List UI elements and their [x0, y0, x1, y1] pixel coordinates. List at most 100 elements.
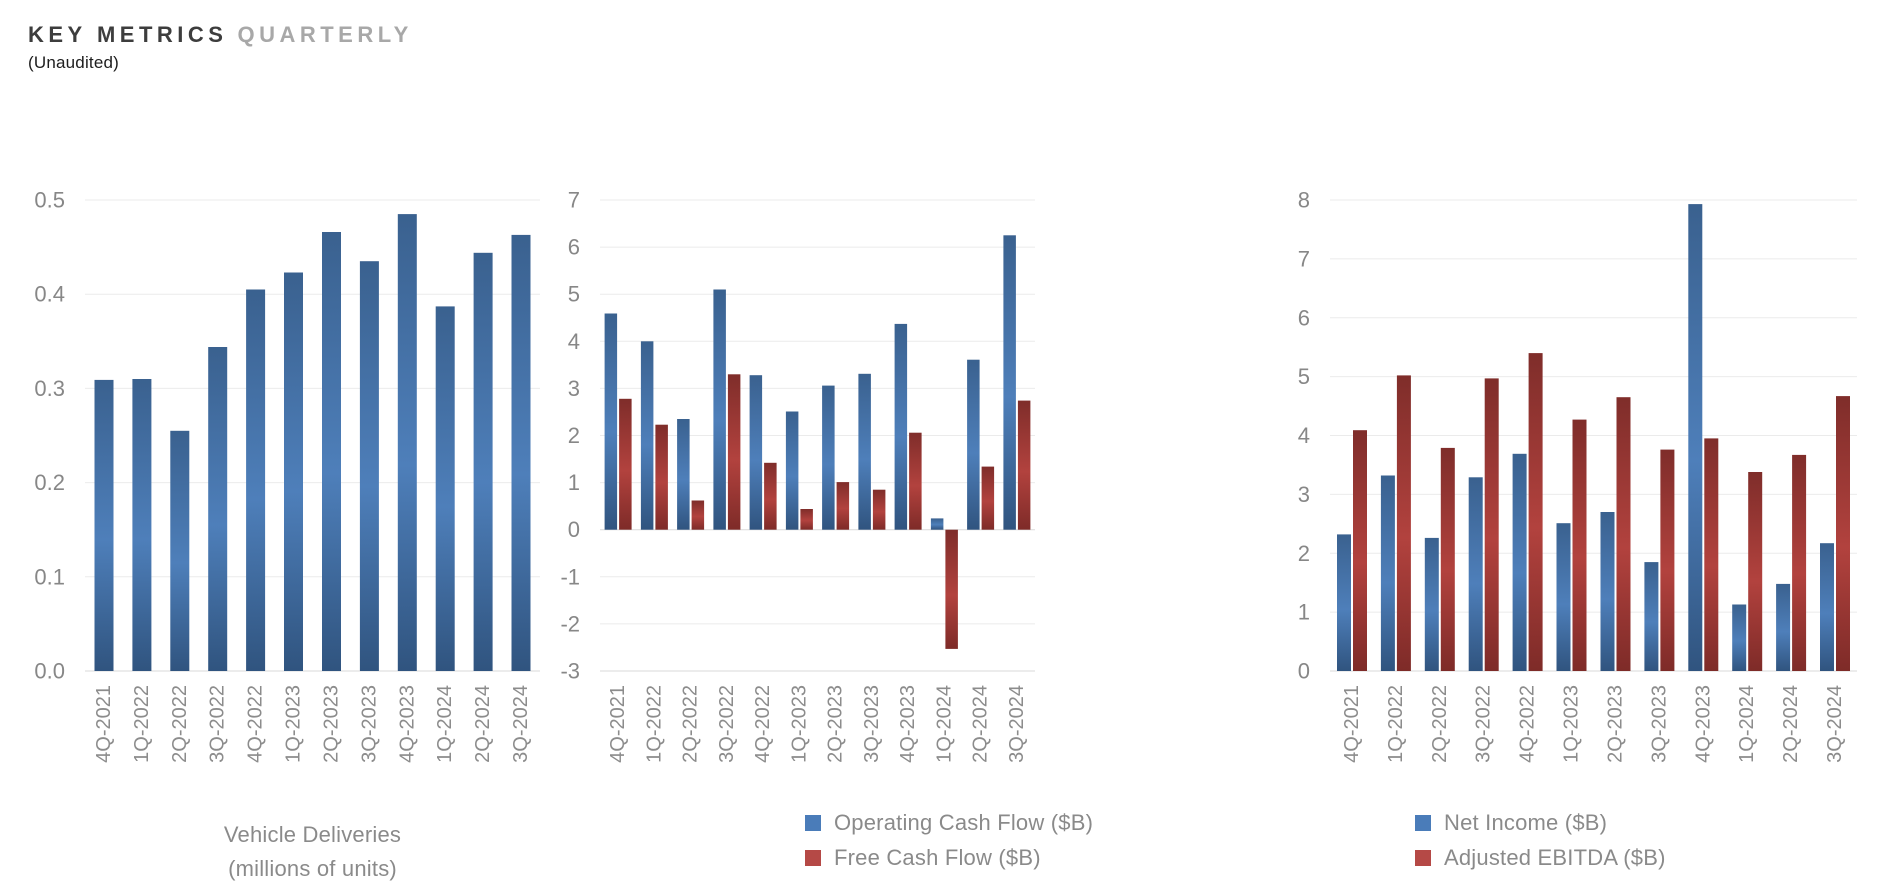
legend-label: Net Income ($B) [1444, 810, 1608, 835]
y-tick-label: -3 [560, 659, 580, 684]
x-tick-label: 4Q-2022 [752, 685, 774, 763]
bar [1748, 472, 1763, 671]
x-tick-label: 1Q-2022 [643, 685, 665, 763]
y-tick-label: 0.5 [34, 188, 65, 213]
bar [1528, 353, 1543, 671]
bar [1704, 438, 1719, 671]
y-tick-label: 0 [568, 517, 580, 542]
bar [836, 482, 850, 530]
x-tick-label: 1Q-2023 [788, 685, 810, 763]
y-tick-label: 7 [568, 188, 580, 213]
page-title: KEY METRICS QUARTERLY [28, 22, 413, 48]
bar [967, 359, 980, 530]
bar [1017, 400, 1031, 530]
income-chart-svg: 0 1 2 3 4 5 6 7 8 4Q-2021 1Q-2022 2Q-2022 3Q-2022 4Q-… [1298, 188, 1857, 763]
bar [1380, 475, 1395, 671]
bar [655, 424, 668, 530]
bar [1512, 453, 1527, 671]
y-tick-label: 4 [568, 329, 580, 354]
x-tick-label: 4Q-2021 [93, 685, 115, 763]
bar [359, 261, 379, 671]
bar [822, 385, 835, 530]
legend-label: Operating Cash Flow ($B) [834, 810, 1094, 835]
bar [322, 232, 341, 671]
x-tick-label: 1Q-2023 [283, 685, 305, 763]
bar [619, 398, 632, 530]
y-tick-label: 4 [1298, 423, 1310, 448]
page-title-secondary: QUARTERLY [237, 22, 413, 47]
bar [1556, 523, 1571, 671]
x-tick-label: 3Q-2022 [716, 685, 738, 763]
x-tick-label: 3Q-2024 [510, 685, 532, 763]
axis-title-line2: (millions of units) [228, 856, 397, 882]
bar [435, 306, 455, 671]
x-tick-label: 2Q-2022 [1429, 685, 1451, 763]
x-tick-label: 4Q-2021 [1341, 685, 1363, 763]
bar [872, 489, 886, 530]
y-tick-label: 0.1 [34, 564, 65, 589]
bar [1337, 534, 1351, 671]
bar [1820, 543, 1834, 671]
page-title-primary: KEY METRICS [28, 22, 228, 47]
vehicle-deliveries-chart-svg: 0.0 0.1 0.2 0.3 0.4 0.5 4Q-2021 1Q-2022 2Q-2022 3… [34, 188, 540, 763]
bar [640, 341, 654, 530]
x-tick-label: 2Q-2024 [970, 685, 992, 763]
bar [132, 379, 152, 671]
y-tick-label: 2 [568, 423, 580, 448]
bar [894, 323, 908, 530]
blue-series-swatch-icon [805, 815, 821, 831]
y-tick-label: 1 [1298, 600, 1310, 625]
bar [397, 214, 417, 671]
x-tick-label: 4Q-2022 [245, 685, 267, 763]
x-tick-label: 1Q-2024 [933, 685, 955, 763]
axis-title-line1: Vehicle Deliveries [223, 822, 402, 847]
bar [246, 289, 266, 671]
bar [1440, 447, 1455, 671]
bar [1644, 562, 1659, 671]
slide-header: KEY METRICS QUARTERLY (Unaudited) [28, 22, 413, 73]
bar [858, 373, 871, 530]
y-tick-label: 3 [568, 376, 580, 401]
legend-label: Adjusted EBITDA ($B) [1444, 845, 1666, 870]
vehicle-deliveries-chart: 0.0 0.1 0.2 0.3 0.4 0.5 4Q-2021 1Q-2022 2Q-2022 3… [25, 160, 545, 881]
y-tick-label: 5 [568, 282, 580, 307]
y-tick-label: 1 [568, 470, 580, 495]
x-tick-label: 2Q-2023 [1605, 685, 1627, 763]
bar [604, 313, 618, 530]
y-tick-label: 8 [1298, 188, 1310, 213]
legend-label: Free Cash Flow ($B) [834, 845, 1041, 870]
x-tick-label: 3Q-2024 [1824, 685, 1846, 763]
y-tick-label: 6 [568, 235, 580, 260]
cash-flow-legend: Operating Cash Flow ($B) Free Cash Flow … [805, 810, 1093, 880]
blue-series-swatch-icon [1415, 815, 1431, 831]
bar [208, 347, 228, 671]
bar [1660, 449, 1675, 671]
x-tick-label: 1Q-2024 [1736, 685, 1758, 763]
bar [170, 430, 190, 671]
x-tick-label: 1Q-2022 [1385, 685, 1407, 763]
y-tick-label: -1 [560, 564, 580, 589]
page-subtitle: (Unaudited) [28, 53, 120, 73]
bar [1484, 378, 1499, 671]
x-tick-label: 4Q-2022 [1517, 685, 1539, 763]
x-tick-label: 4Q-2023 [1692, 685, 1714, 763]
bar [1003, 235, 1016, 530]
bar [1792, 454, 1807, 671]
legend-item-net-income: Net Income ($B) [1415, 810, 1666, 836]
bar [1572, 419, 1587, 671]
bar [1353, 430, 1367, 671]
bar [1688, 204, 1703, 671]
bar [677, 419, 690, 530]
bar [511, 234, 531, 671]
bar [1424, 537, 1439, 671]
red-series-swatch-icon [1415, 850, 1431, 866]
bar [909, 432, 922, 530]
y-tick-label: 0.3 [34, 376, 65, 401]
y-tick-label: 7 [1298, 246, 1310, 271]
bar [1836, 396, 1850, 671]
y-tick-label: 0.2 [34, 470, 65, 495]
x-tick-label: 1Q-2023 [1561, 685, 1583, 763]
x-tick-label: 3Q-2023 [358, 685, 380, 763]
bar [1600, 512, 1615, 671]
x-tick-label: 2Q-2023 [321, 685, 343, 763]
